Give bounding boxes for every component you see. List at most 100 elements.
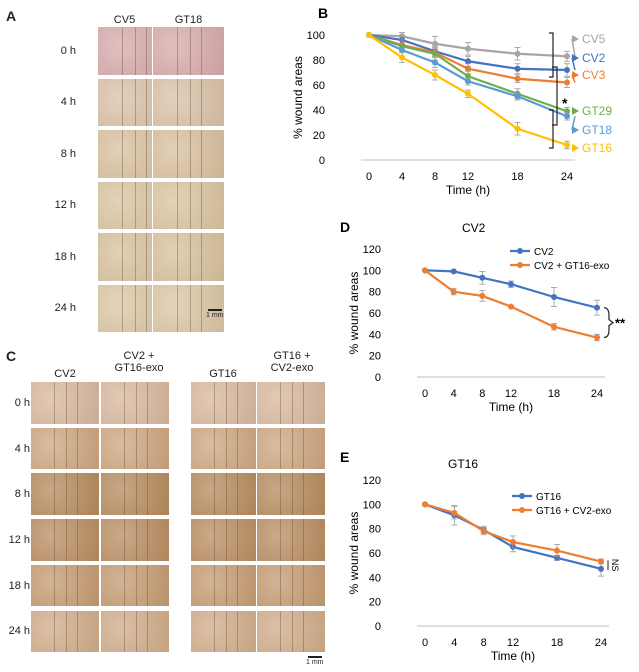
wound-edge-line bbox=[77, 610, 79, 653]
chart-b-series-line bbox=[368, 34, 568, 147]
chart-b-data-point bbox=[514, 65, 521, 72]
wound-edge-line bbox=[54, 427, 56, 470]
panel-c-micrograph bbox=[30, 426, 100, 471]
wound-edge-line bbox=[292, 519, 293, 561]
chart-e-y-tick-label: 40 bbox=[369, 572, 381, 584]
chart-b-y-tick-label: 100 bbox=[307, 30, 325, 42]
panel-c-micrograph bbox=[100, 381, 170, 425]
chart-b-x-tick-label: 18 bbox=[511, 171, 523, 183]
wound-edge-line bbox=[177, 181, 179, 229]
panel-a-row-label: 4 h bbox=[60, 96, 76, 109]
chart-d-significance-label: ** bbox=[615, 316, 626, 331]
wound-edge-line bbox=[77, 427, 79, 470]
chart-d-x-label: Time (h) bbox=[489, 400, 533, 414]
wound-edge-line bbox=[77, 382, 79, 424]
wound-edge-line bbox=[134, 27, 136, 75]
chart-b-data-point bbox=[465, 90, 471, 97]
wound-edge-line bbox=[124, 473, 126, 516]
wound-edge-line bbox=[136, 427, 137, 470]
chart-b-data-point bbox=[564, 142, 570, 148]
chart-e-title: GT16 bbox=[448, 457, 478, 471]
wound-edge-line bbox=[134, 181, 136, 229]
chart-e-data-point bbox=[451, 509, 458, 516]
chart-d-data-point bbox=[479, 292, 486, 299]
wound-edge-line bbox=[147, 382, 149, 424]
panel-e-letter: E bbox=[340, 449, 349, 465]
chart-d-x-tick-label: 4 bbox=[451, 388, 457, 400]
wound-edge-line bbox=[66, 519, 67, 561]
chart-e-data-point bbox=[480, 528, 487, 535]
panel-c-col-gt16: GT16 bbox=[209, 368, 237, 380]
panel-c-micrograph bbox=[190, 609, 260, 654]
chart-d-y-tick-label: 100 bbox=[363, 265, 381, 277]
panel-d-letter: D bbox=[340, 219, 350, 235]
wound-edge-line bbox=[292, 427, 293, 470]
wound-edge-line bbox=[54, 519, 56, 561]
wound-edge-line bbox=[146, 78, 148, 126]
chart-d-legend-marker bbox=[517, 262, 523, 268]
wound-edge-line bbox=[201, 27, 203, 75]
panel-c-micrograph bbox=[256, 609, 326, 654]
panel-c-micrograph bbox=[30, 381, 100, 425]
chart-d-data-point bbox=[551, 294, 557, 300]
panel-c-row-label: 8 h bbox=[14, 488, 30, 501]
panel-c-row-label: 12 h bbox=[8, 533, 30, 546]
panel-c-micrograph bbox=[190, 381, 260, 425]
wound-edge-line bbox=[147, 564, 149, 607]
wound-edge-line bbox=[66, 610, 67, 653]
chart-e-data-point bbox=[422, 501, 428, 508]
wound-edge-line bbox=[214, 564, 216, 607]
wound-edge-line bbox=[280, 473, 282, 516]
panel-c-row-label: 24 h bbox=[8, 625, 30, 638]
wound-edge-line bbox=[136, 564, 137, 607]
chart-b-data-point bbox=[465, 65, 471, 72]
wound-edge-line bbox=[177, 130, 179, 178]
chart-d-data-point bbox=[479, 274, 486, 281]
wound-edge-line bbox=[122, 181, 124, 229]
panel-c-micrograph bbox=[30, 518, 100, 562]
chart-b-data-point bbox=[399, 47, 405, 53]
wound-edge-line bbox=[177, 78, 179, 126]
wound-edge-line bbox=[303, 610, 305, 653]
chart-d-legend-label: CV2 + GT16-exo bbox=[534, 261, 610, 272]
chart-d-title: CV2 bbox=[462, 221, 486, 235]
wound-edge-line bbox=[226, 382, 227, 424]
chart-e-legend-label: GT16 + CV2-exo bbox=[536, 506, 612, 517]
panel-b-letter: B bbox=[318, 5, 328, 21]
chart-b-control-bracket bbox=[549, 32, 554, 78]
panel-a-scale-bar: 1 mm bbox=[206, 309, 224, 319]
chart-b-series-line bbox=[368, 33, 568, 58]
panel-c-micrograph bbox=[256, 426, 326, 471]
chart-b-series-line bbox=[368, 33, 568, 118]
chart-d-y-tick-label: 120 bbox=[363, 244, 381, 256]
chart-e-data-point bbox=[554, 547, 560, 554]
panel-a-letter: A bbox=[6, 8, 17, 24]
chart-d-x-tick-label: 24 bbox=[591, 388, 603, 400]
chart-b-arrowhead bbox=[572, 107, 579, 115]
chart-d-data-point bbox=[508, 281, 514, 288]
wound-edge-line bbox=[134, 284, 136, 332]
panel-c-letter: C bbox=[6, 348, 17, 364]
wound-edge-line bbox=[124, 610, 126, 653]
chart-b-series-line bbox=[368, 33, 568, 72]
chart-e-data-point bbox=[598, 558, 604, 565]
chart-d-y-label: % wound areas bbox=[347, 272, 361, 355]
chart-d-data-point bbox=[551, 323, 557, 330]
wound-edge-line bbox=[201, 284, 203, 332]
wound-edge-line bbox=[201, 78, 203, 126]
wound-edge-line bbox=[146, 284, 148, 332]
chart-b-x-label: Time (h) bbox=[446, 183, 490, 197]
panel-c-micrograph bbox=[256, 472, 326, 517]
chart-b-arrowhead bbox=[572, 54, 579, 62]
chart-b-series-label: CV3 bbox=[582, 68, 606, 82]
chart-d-data-point bbox=[450, 288, 457, 295]
chart-e-significance-label: NS bbox=[610, 559, 620, 572]
chart-d-x-tick-label: 0 bbox=[422, 388, 428, 400]
wound-edge-line bbox=[122, 130, 124, 178]
wound-edge-line bbox=[122, 78, 124, 126]
wound-edge-line bbox=[146, 233, 148, 281]
chart-e-x-tick-label: 12 bbox=[507, 637, 519, 649]
chart-b-significance-label: * bbox=[562, 95, 568, 111]
wound-edge-line bbox=[303, 382, 305, 424]
panel-a-col-cv5: CV5 bbox=[113, 14, 136, 26]
